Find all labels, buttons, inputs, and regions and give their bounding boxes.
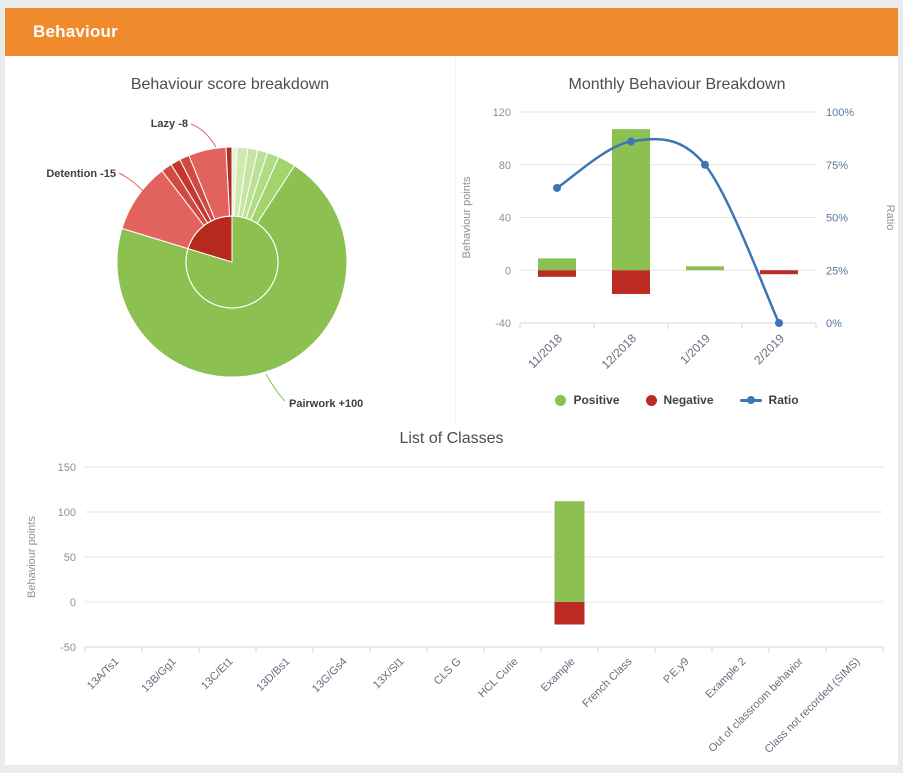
behaviour-score-breakdown-title: Behaviour score breakdown bbox=[130, 76, 330, 93]
y-axis-tick-label: 150 bbox=[58, 462, 76, 474]
y-right-tick-label: 100% bbox=[826, 107, 854, 119]
ratio-line[interactable] bbox=[556, 137, 781, 324]
y-right-tick-label: 25% bbox=[826, 265, 848, 277]
legend-marker-positive bbox=[555, 394, 567, 406]
bar-negative-12-2018[interactable] bbox=[612, 270, 650, 294]
right-axis-title: Ratio bbox=[884, 205, 896, 231]
pie-label-detention-15: Detention -15 bbox=[46, 168, 116, 180]
bar-positive-1-2019[interactable] bbox=[686, 266, 724, 271]
list-of-classes-chart: 150 100 50 0 -50 Behaviour points 13A/Ts1 13B/G… bbox=[26, 462, 884, 756]
ratio-point-12-2018[interactable] bbox=[627, 137, 635, 146]
ratio-point-2-2019[interactable] bbox=[775, 319, 783, 327]
list-of-classes-panel: 150 100 50 0 -50 Behaviour points 13A/Ts1 13B/G… bbox=[5, 422, 898, 765]
monthly-behaviour-breakdown-title: Monthly Behaviour Breakdown bbox=[568, 76, 786, 93]
y-right-tick-label: 0% bbox=[826, 318, 842, 330]
y-axis-tick-label: -50 bbox=[60, 642, 76, 654]
y-left-tick-label: 0 bbox=[505, 265, 511, 277]
monthly-behaviour-breakdown-panel: 120 100% 80 75% 40 50% 0 25% -40 0% Behaviour poin… bbox=[456, 56, 898, 422]
behaviour-card: Behaviour Lazy -8 Detention -15 Pairwork +… bbox=[5, 8, 898, 765]
legend-label-ratio: Ratio bbox=[768, 393, 799, 407]
x-label-french-class: French Class bbox=[580, 655, 635, 710]
x-label-13b-gg1: 13B/Gg1 bbox=[139, 656, 178, 695]
ratio-point-11-2018[interactable] bbox=[553, 183, 561, 192]
list-of-classes-title: List of Classes bbox=[399, 430, 504, 447]
behaviour-header: Behaviour bbox=[5, 8, 898, 56]
x-label-example-2: Example 2 bbox=[703, 656, 748, 701]
behaviour-score-breakdown-chart: Lazy -8 Detention -15 Pairwork +100 bbox=[46, 118, 363, 410]
pie-label-pairwork-100: Pairwork +100 bbox=[289, 398, 363, 410]
bar-positive-example[interactable] bbox=[554, 501, 585, 602]
x-label-2-2019: 2/2019 bbox=[751, 331, 787, 367]
y-right-tick-label: 75% bbox=[826, 160, 848, 172]
x-label-cls-g: CLS G bbox=[432, 656, 464, 688]
dashboard-content: Lazy -8 Detention -15 Pairwork +100 Behavi… bbox=[5, 56, 898, 765]
x-label-11-2018: 11/2018 bbox=[525, 331, 565, 371]
x-label-out-of-classroom-behavior: Out of classroom behavior bbox=[706, 655, 806, 755]
x-label-13a-ts1: 13A/Ts1 bbox=[85, 656, 122, 693]
bar-positive-12-2018[interactable] bbox=[612, 129, 650, 271]
y-right-tick-label: 50% bbox=[826, 213, 848, 225]
y-axis-title: Behaviour points bbox=[461, 176, 473, 258]
y-left-tick-label: 120 bbox=[493, 107, 511, 119]
ratio-point-1-2019[interactable] bbox=[701, 160, 709, 169]
pie-callout-line-pairwork-100 bbox=[265, 373, 286, 402]
x-label-example: Example bbox=[539, 656, 578, 695]
pie-callout-line-detention-15 bbox=[118, 172, 153, 202]
x-label-hcl-curie: HCL Curie bbox=[476, 656, 521, 701]
legend-marker-dot bbox=[746, 396, 755, 404]
monthly-chart-legend: Positive Negative Ratio bbox=[456, 393, 898, 407]
legend-item-ratio[interactable]: Ratio bbox=[739, 393, 799, 407]
monthly-behaviour-breakdown-chart: 120 100% 80 75% 40 50% 0 25% -40 0% Behaviour poin… bbox=[461, 107, 896, 372]
bar-negative-11-2018[interactable] bbox=[538, 270, 576, 277]
legend-marker-negative bbox=[645, 394, 657, 406]
x-label-class-not-recorded-sims: Class not recorded (SIMS) bbox=[762, 656, 862, 756]
bar-positive-11-2018[interactable] bbox=[538, 258, 576, 271]
y-axis-tick-label: 50 bbox=[64, 552, 76, 564]
y-left-tick-label: 80 bbox=[499, 160, 511, 172]
page-title: Behaviour bbox=[33, 22, 118, 41]
pie-inner-ring-outline bbox=[185, 215, 279, 309]
pie-callout-line-lazy-8 bbox=[190, 123, 217, 148]
legend-item-negative[interactable]: Negative bbox=[645, 393, 714, 407]
behaviour-score-breakdown-panel: Lazy -8 Detention -15 Pairwork +100 Behavi… bbox=[5, 56, 456, 422]
y-axis-tick-label: 0 bbox=[70, 597, 76, 609]
x-label-13d-bs1: 13D/Bs1 bbox=[254, 656, 292, 694]
y-axis-title: Behaviour points bbox=[26, 516, 38, 598]
y-axis-tick-label: 100 bbox=[58, 507, 76, 519]
legend-item-positive[interactable]: Positive bbox=[555, 393, 620, 407]
x-label-12-2018: 12/2018 bbox=[599, 331, 640, 372]
x-label-13g-gs4: 13G/Gs4 bbox=[310, 656, 350, 696]
bar-negative-2-2019[interactable] bbox=[760, 270, 798, 275]
y-left-tick-label: 40 bbox=[499, 213, 511, 225]
y-left-tick-label: -40 bbox=[495, 318, 511, 330]
legend-label-positive: Positive bbox=[573, 393, 620, 407]
x-label-p-e-y9: P.E.y9 bbox=[661, 656, 691, 686]
pie-label-lazy-8: Lazy -8 bbox=[151, 118, 188, 130]
x-label-13x-sl1: 13X/Sl1 bbox=[371, 656, 407, 692]
top-charts-row: Lazy -8 Detention -15 Pairwork +100 Behavi… bbox=[5, 56, 898, 422]
x-label-13c-et1: 13C/Et1 bbox=[199, 656, 236, 693]
bar-negative-example[interactable] bbox=[554, 602, 585, 625]
legend-marker-ratio bbox=[739, 396, 762, 404]
legend-label-negative: Negative bbox=[663, 393, 714, 407]
x-label-1-2019: 1/2019 bbox=[677, 331, 713, 367]
